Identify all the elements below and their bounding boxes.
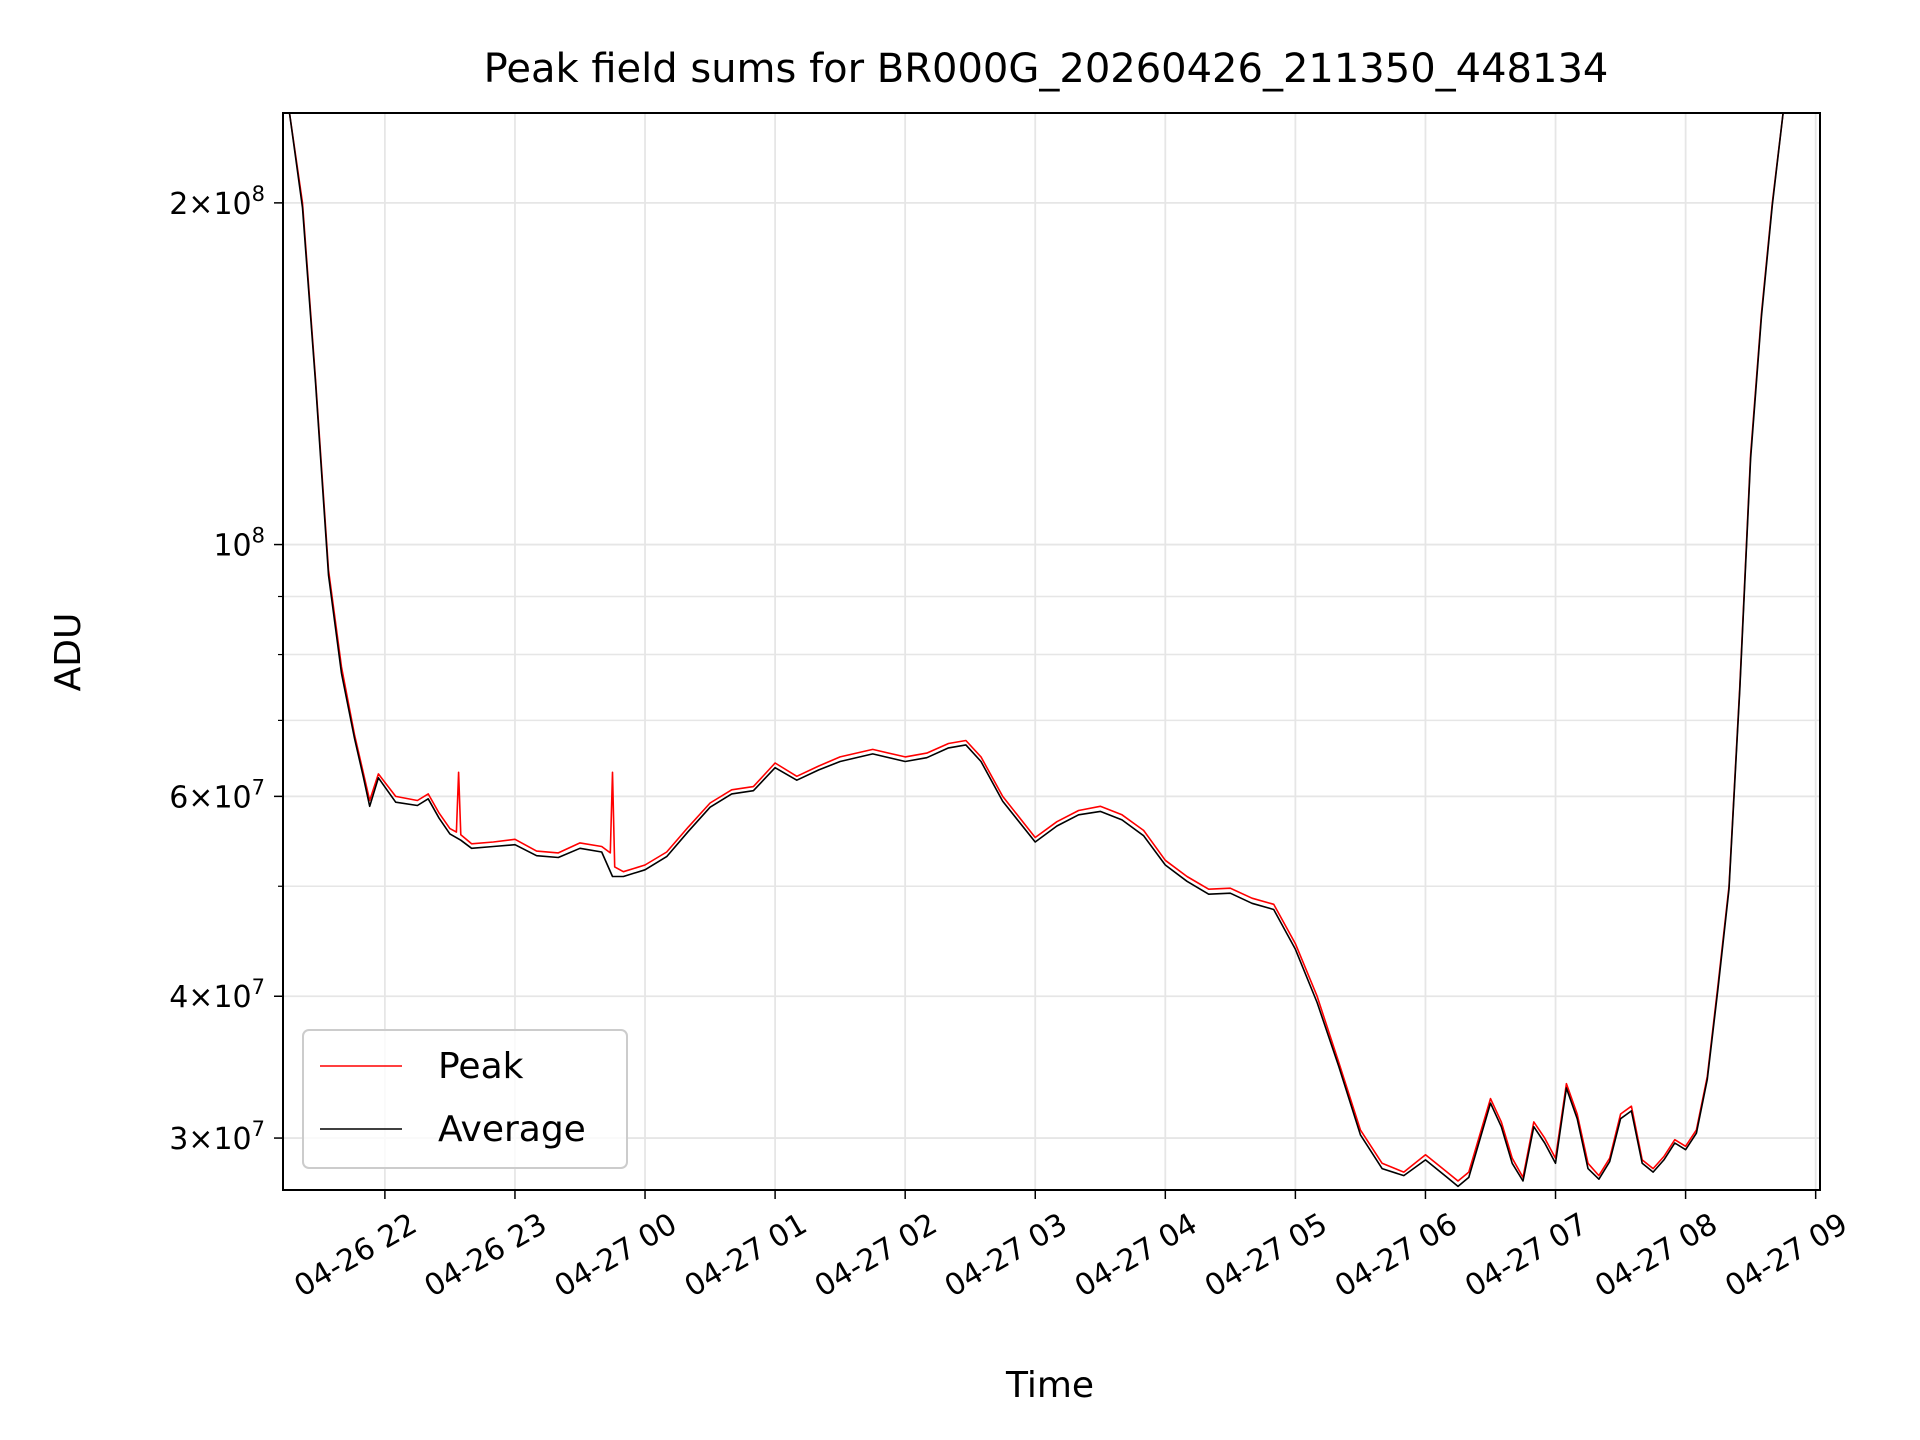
grid <box>283 113 1820 1190</box>
y-tick-label: 6×107 <box>169 775 265 815</box>
y-axis-label: ADU <box>48 613 89 692</box>
plot-frame <box>282 112 1821 1191</box>
plot-lines <box>283 112 1805 1188</box>
x-axis-label: Time <box>1005 1365 1094 1406</box>
y-tick-label: 3×107 <box>169 1117 265 1157</box>
legend-label-average: Average <box>438 1109 586 1150</box>
series-line-peak <box>283 112 1805 1182</box>
chart-title: Peak field sums for BR000G_20260426_2113… <box>484 46 1609 92</box>
y-tick-label: 2×108 <box>169 182 265 222</box>
series-line-average <box>283 112 1805 1188</box>
legend: Peak Average <box>302 1029 628 1169</box>
legend-label-peak: Peak <box>438 1046 524 1087</box>
legend-box <box>302 1029 628 1169</box>
y-tick-label: 4×107 <box>169 975 265 1015</box>
